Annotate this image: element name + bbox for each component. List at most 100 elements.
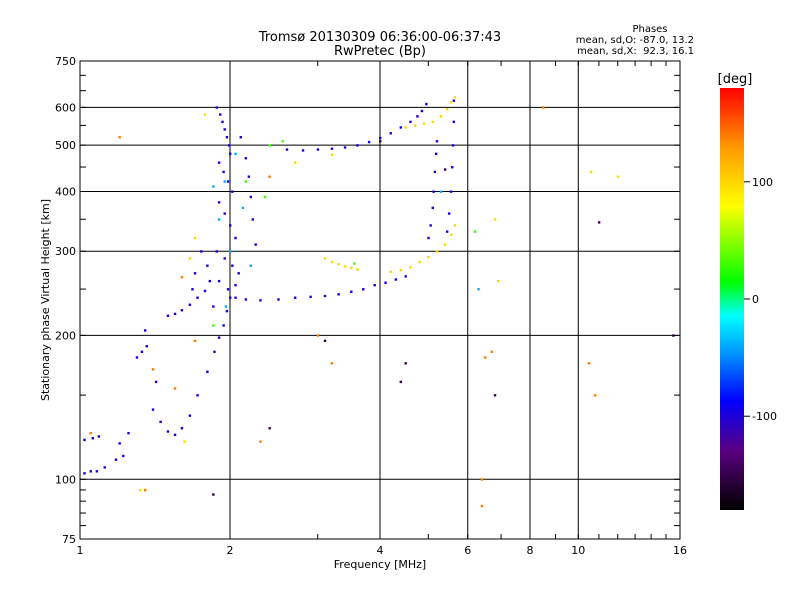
data-point — [83, 438, 86, 442]
data-point — [154, 380, 158, 384]
data-point — [404, 126, 407, 129]
data-point — [223, 180, 226, 183]
data-point — [226, 180, 230, 183]
data-point — [449, 233, 453, 236]
y-tick-label: 750 — [55, 55, 76, 68]
data-point — [225, 309, 229, 313]
phase-info-x: mean, sd,X: 92.3, 16.1 — [577, 46, 694, 57]
data-point — [212, 493, 215, 496]
data-point — [427, 236, 430, 240]
data-point — [493, 394, 497, 397]
data-point — [223, 212, 226, 215]
data-point — [135, 356, 139, 359]
data-point — [217, 336, 221, 339]
data-point — [323, 339, 327, 343]
data-point — [431, 206, 434, 210]
data-point — [589, 170, 593, 174]
data-point — [173, 312, 177, 316]
data-point — [493, 218, 497, 221]
colorbar-label: [deg] — [718, 72, 753, 87]
data-point — [445, 230, 449, 233]
data-point — [183, 440, 186, 443]
data-point — [268, 175, 271, 178]
data-point — [384, 281, 387, 284]
data-point — [221, 120, 224, 124]
data-point — [449, 190, 453, 193]
data-point — [427, 255, 430, 259]
data-point — [379, 136, 382, 140]
data-point — [343, 146, 347, 149]
y-tick-label: 600 — [55, 101, 76, 114]
data-point — [597, 221, 601, 224]
data-point — [399, 380, 403, 384]
data-point — [219, 113, 222, 116]
data-point — [239, 136, 242, 139]
data-point — [206, 264, 209, 267]
y-tick-label: 400 — [55, 185, 76, 198]
data-point — [244, 298, 248, 301]
data-point — [420, 109, 424, 113]
data-point — [251, 218, 254, 221]
data-point — [114, 458, 118, 461]
data-point — [193, 272, 197, 275]
y-tick-label: 500 — [55, 139, 76, 152]
data-point — [234, 296, 237, 299]
data-point — [151, 368, 155, 371]
data-point — [277, 298, 280, 301]
data-point — [234, 283, 237, 287]
data-point — [409, 266, 412, 269]
data-point — [83, 472, 86, 475]
data-point — [217, 218, 221, 221]
data-point — [480, 504, 484, 508]
data-point — [173, 433, 177, 437]
data-point — [452, 120, 455, 124]
data-point — [389, 270, 392, 273]
data-point — [309, 295, 312, 299]
data-point — [254, 243, 257, 246]
data-point — [449, 101, 453, 104]
data-point — [91, 436, 95, 440]
x-tick-label: 16 — [673, 544, 687, 557]
data-point — [480, 478, 484, 481]
data-point — [433, 170, 437, 174]
data-point — [484, 356, 487, 359]
data-point — [316, 334, 320, 337]
data-point — [151, 408, 155, 411]
data-point — [173, 387, 177, 390]
data-point — [222, 324, 225, 327]
data-point — [343, 265, 347, 268]
data-point — [413, 124, 417, 127]
data-point — [145, 345, 148, 348]
data-point — [353, 262, 356, 265]
data-point — [196, 394, 199, 397]
x-tick-label: 10 — [571, 544, 585, 557]
data-point — [203, 113, 207, 116]
data-point — [103, 466, 106, 469]
x-tick-label: 1 — [77, 544, 84, 557]
data-point — [445, 108, 449, 111]
data-point — [330, 153, 334, 156]
data-point — [356, 144, 359, 147]
data-point — [97, 435, 101, 438]
data-point — [453, 224, 457, 227]
data-point — [350, 266, 353, 270]
data-point — [118, 136, 121, 139]
data-point — [451, 166, 454, 169]
data-point — [409, 120, 412, 124]
data-point — [443, 243, 447, 246]
data-point — [447, 212, 451, 215]
data-point — [159, 420, 162, 424]
data-point — [229, 224, 232, 227]
data-point — [223, 128, 226, 131]
data-point — [443, 168, 447, 171]
data-point — [223, 257, 226, 260]
x-tick-label: 2 — [227, 544, 234, 557]
data-point — [180, 275, 184, 279]
data-point — [268, 427, 271, 430]
data-point — [249, 195, 253, 199]
data-point — [362, 288, 365, 291]
data-point — [404, 362, 407, 365]
data-point — [225, 136, 229, 139]
data-point — [229, 250, 232, 253]
